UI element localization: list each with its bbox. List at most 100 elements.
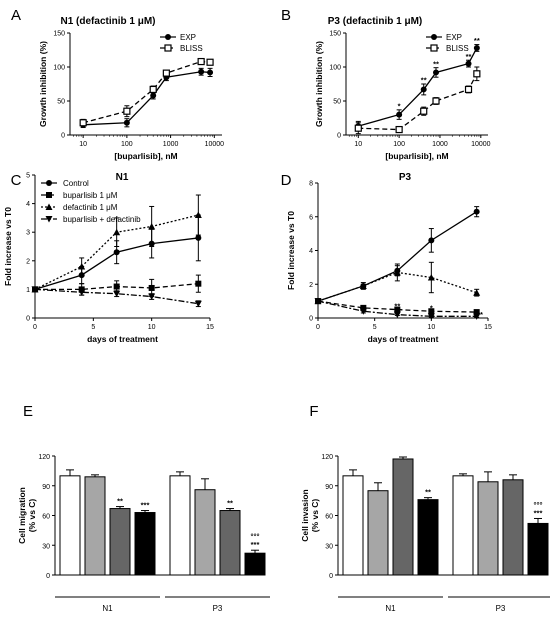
y-axis-label: Growth inhibition (%) xyxy=(38,41,48,127)
y-axis-label-line: Cell invasion xyxy=(300,489,310,541)
data-point xyxy=(123,119,130,126)
data-point xyxy=(206,58,214,66)
bar xyxy=(219,510,241,576)
data-point xyxy=(360,304,367,311)
panel-letter: C xyxy=(11,172,22,189)
bar xyxy=(84,476,106,576)
significance-mark: * xyxy=(398,101,401,110)
legend-label: BLISS xyxy=(180,44,203,53)
group-label: P3 xyxy=(213,604,223,613)
chart-title: N1 xyxy=(116,172,129,183)
y-tick-label: 0 xyxy=(26,316,30,323)
y-tick-label: 4 xyxy=(26,201,30,208)
data-point xyxy=(150,92,157,99)
data-point xyxy=(113,228,121,236)
significance-mark: °°° xyxy=(534,500,543,509)
series-1 xyxy=(354,66,481,135)
data-point xyxy=(354,124,362,132)
y-tick-label: 1 xyxy=(26,287,30,294)
bar xyxy=(502,479,524,576)
series-line xyxy=(317,211,478,302)
data-point xyxy=(359,282,367,289)
data-point xyxy=(464,85,473,94)
y-tick-label: 120 xyxy=(38,454,50,461)
significance-mark: ** xyxy=(477,310,483,319)
significance-mark: ** xyxy=(117,497,123,506)
data-point xyxy=(195,280,202,287)
bar xyxy=(452,475,474,576)
group-label: N1 xyxy=(385,604,396,613)
data-point xyxy=(197,57,205,66)
data-point xyxy=(396,111,403,118)
bar xyxy=(194,489,216,576)
significance-mark: ** xyxy=(466,52,472,61)
significance-mark: ** xyxy=(227,499,233,508)
series-3 xyxy=(314,298,481,320)
data-point xyxy=(427,313,435,320)
series-2 xyxy=(314,261,481,305)
data-point xyxy=(194,300,202,308)
data-point xyxy=(198,68,205,75)
y-axis-label-line: (% vs C) xyxy=(310,499,320,533)
data-point xyxy=(420,86,427,93)
legend-label: Control xyxy=(63,179,89,188)
y-tick-label: 6 xyxy=(309,214,313,221)
x-tick-label: 15 xyxy=(484,324,492,331)
y-axis-label: Fold increase vs T0 xyxy=(286,211,296,290)
data-point xyxy=(123,107,131,115)
y-tick-label: 0 xyxy=(309,316,313,323)
y-tick-label: 50 xyxy=(333,99,341,106)
series-line xyxy=(83,71,211,126)
bar xyxy=(527,522,549,576)
x-tick-label: 10000 xyxy=(205,141,225,148)
x-axis-label: [buparlisib], nM xyxy=(385,151,448,161)
x-tick-label: 15 xyxy=(206,324,214,331)
y-axis-label-line: (% vs C) xyxy=(27,499,37,533)
legend-label: EXP xyxy=(180,33,196,42)
x-tick-label: 10 xyxy=(354,141,362,148)
y-tick-label: 2 xyxy=(26,258,30,265)
y-tick-label: 60 xyxy=(325,514,333,521)
significance-mark: * xyxy=(430,303,433,312)
bar xyxy=(169,475,191,576)
data-point xyxy=(78,263,86,270)
data-point xyxy=(433,69,440,76)
y-tick-label: 5 xyxy=(26,173,30,180)
data-point xyxy=(113,290,121,298)
x-tick-label: 10 xyxy=(79,141,87,148)
data-point xyxy=(359,308,367,315)
group-label: P3 xyxy=(496,604,506,613)
x-tick-label: 1000 xyxy=(432,141,448,148)
legend-marker xyxy=(45,203,53,210)
bar xyxy=(109,508,131,576)
x-axis-label: days of treatment xyxy=(368,334,439,344)
panel-b: B P3 (defactinib 1 μM) 0 50 100 150 10 100 1000 1… xyxy=(281,7,491,161)
data-point xyxy=(162,69,170,77)
legend-label: buparlisib 1 μM xyxy=(63,191,118,200)
data-point xyxy=(394,306,401,313)
data-point xyxy=(148,222,156,230)
y-tick-label: 150 xyxy=(53,31,65,38)
series-0 xyxy=(80,67,214,129)
series-0 xyxy=(355,44,480,132)
chart-title: N1 (defactinib 1 μM) xyxy=(60,16,155,27)
data-point xyxy=(31,286,39,293)
panel-f: F 0 30 60 90 120 Cell invasion(% vs C) N1 P3 ** °°… xyxy=(300,403,550,613)
x-tick-label: 10000 xyxy=(471,141,491,148)
legend-marker xyxy=(45,216,53,223)
bar xyxy=(134,512,156,576)
x-tick-label: 0 xyxy=(33,324,37,331)
data-point xyxy=(194,211,202,219)
significance-mark: °°° xyxy=(251,532,260,541)
series-line xyxy=(82,60,211,124)
y-axis-label: Growth inhibition (%) xyxy=(314,41,324,127)
legend-label: EXP xyxy=(446,33,462,42)
y-tick-label: 150 xyxy=(329,31,341,38)
y-tick-label: 50 xyxy=(57,99,65,106)
significance-mark: *** xyxy=(251,540,260,549)
data-point xyxy=(79,119,87,127)
legend-marker xyxy=(165,34,171,40)
data-point xyxy=(314,298,322,305)
panel-c: C N1 0 1 2 3 4 5 0 5 10 15 days of treatment Fold inc… xyxy=(3,172,214,344)
